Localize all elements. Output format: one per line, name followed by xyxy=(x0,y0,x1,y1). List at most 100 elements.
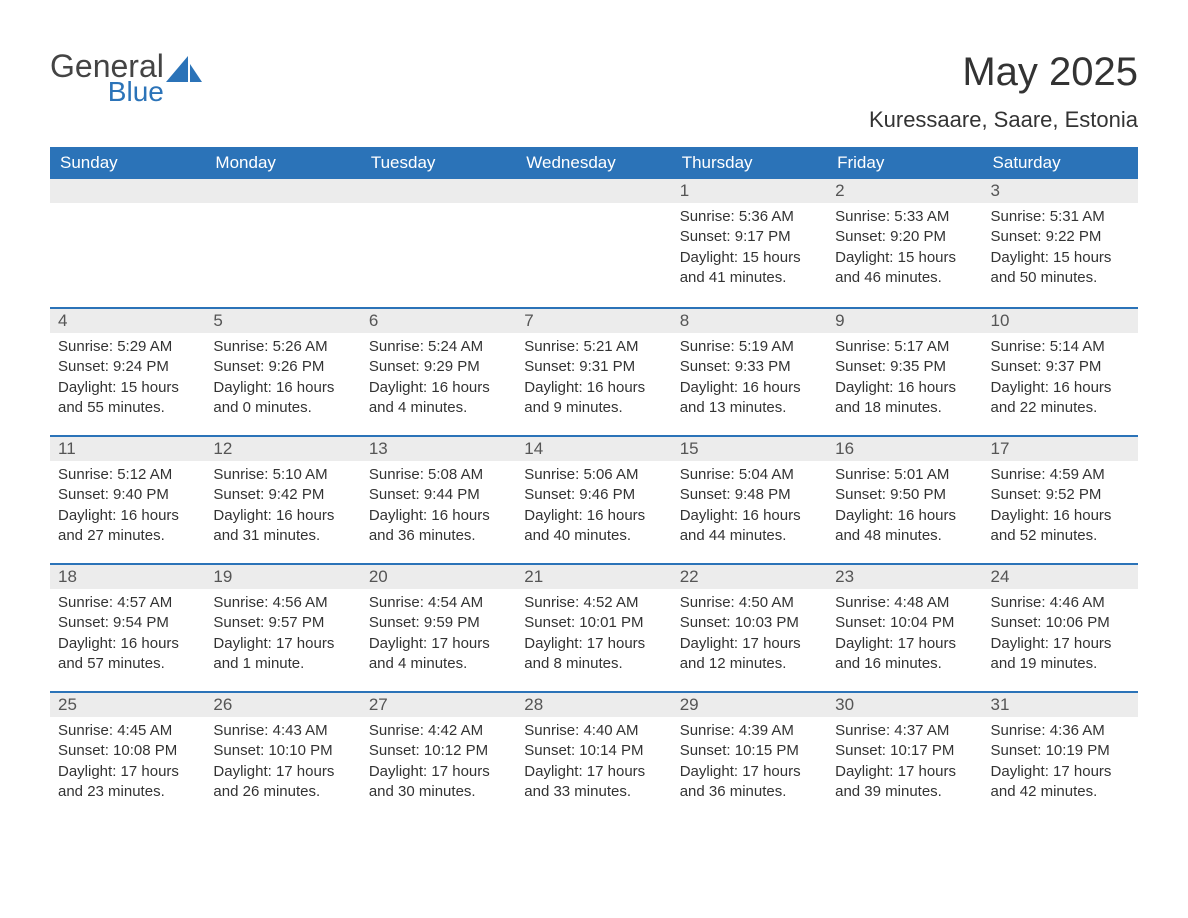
day-number: 12 xyxy=(205,435,360,461)
sunset-text: Sunset: 9:40 PM xyxy=(58,485,197,505)
daylight-text: Daylight: 17 hours and 23 minutes. xyxy=(58,762,197,803)
calendar-day-cell: 7Sunrise: 5:21 AMSunset: 9:31 PMDaylight… xyxy=(516,307,671,435)
calendar-day-cell: 24Sunrise: 4:46 AMSunset: 10:06 PMDaylig… xyxy=(983,563,1138,691)
day-number: 3 xyxy=(983,179,1138,203)
sunrise-text: Sunrise: 5:33 AM xyxy=(835,207,974,227)
day-number: 11 xyxy=(50,435,205,461)
weekday-header: Friday xyxy=(827,147,982,179)
sunrise-text: Sunrise: 4:36 AM xyxy=(991,721,1130,741)
day-number: 13 xyxy=(361,435,516,461)
calendar-day-cell: 20Sunrise: 4:54 AMSunset: 9:59 PMDayligh… xyxy=(361,563,516,691)
sunset-text: Sunset: 9:33 PM xyxy=(680,357,819,377)
day-details: Sunrise: 4:43 AMSunset: 10:10 PMDaylight… xyxy=(205,717,360,810)
calendar-day-cell: 23Sunrise: 4:48 AMSunset: 10:04 PMDaylig… xyxy=(827,563,982,691)
sunrise-text: Sunrise: 4:54 AM xyxy=(369,593,508,613)
sunrise-text: Sunrise: 5:26 AM xyxy=(213,337,352,357)
month-title: May 2025 xyxy=(869,50,1138,95)
daylight-text: Daylight: 16 hours and 18 minutes. xyxy=(835,378,974,419)
daylight-text: Daylight: 15 hours and 55 minutes. xyxy=(58,378,197,419)
sunset-text: Sunset: 10:19 PM xyxy=(991,741,1130,761)
day-number: 14 xyxy=(516,435,671,461)
day-details: Sunrise: 5:04 AMSunset: 9:48 PMDaylight:… xyxy=(672,461,827,554)
calendar-empty-cell xyxy=(50,179,205,307)
sunrise-text: Sunrise: 4:39 AM xyxy=(680,721,819,741)
daylight-text: Daylight: 17 hours and 12 minutes. xyxy=(680,634,819,675)
daylight-text: Daylight: 17 hours and 1 minute. xyxy=(213,634,352,675)
day-number: 25 xyxy=(50,691,205,717)
sunrise-text: Sunrise: 5:21 AM xyxy=(524,337,663,357)
sunrise-text: Sunrise: 5:04 AM xyxy=(680,465,819,485)
calendar-day-cell: 15Sunrise: 5:04 AMSunset: 9:48 PMDayligh… xyxy=(672,435,827,563)
calendar-day-cell: 14Sunrise: 5:06 AMSunset: 9:46 PMDayligh… xyxy=(516,435,671,563)
day-details: Sunrise: 5:19 AMSunset: 9:33 PMDaylight:… xyxy=(672,333,827,426)
day-number: 9 xyxy=(827,307,982,333)
daylight-text: Daylight: 15 hours and 46 minutes. xyxy=(835,248,974,289)
sunrise-text: Sunrise: 5:08 AM xyxy=(369,465,508,485)
sunrise-text: Sunrise: 4:59 AM xyxy=(991,465,1130,485)
day-details: Sunrise: 5:12 AMSunset: 9:40 PMDaylight:… xyxy=(50,461,205,554)
calendar-day-cell: 12Sunrise: 5:10 AMSunset: 9:42 PMDayligh… xyxy=(205,435,360,563)
calendar-week-row: 1Sunrise: 5:36 AMSunset: 9:17 PMDaylight… xyxy=(50,179,1138,307)
sunrise-text: Sunrise: 5:24 AM xyxy=(369,337,508,357)
calendar-day-cell: 28Sunrise: 4:40 AMSunset: 10:14 PMDaylig… xyxy=(516,691,671,819)
calendar-day-cell: 4Sunrise: 5:29 AMSunset: 9:24 PMDaylight… xyxy=(50,307,205,435)
day-number: 29 xyxy=(672,691,827,717)
sunrise-text: Sunrise: 4:37 AM xyxy=(835,721,974,741)
sunrise-text: Sunrise: 4:42 AM xyxy=(369,721,508,741)
sunset-text: Sunset: 9:31 PM xyxy=(524,357,663,377)
day-number: 6 xyxy=(361,307,516,333)
day-number: 18 xyxy=(50,563,205,589)
day-details: Sunrise: 5:26 AMSunset: 9:26 PMDaylight:… xyxy=(205,333,360,426)
calendar-day-cell: 9Sunrise: 5:17 AMSunset: 9:35 PMDaylight… xyxy=(827,307,982,435)
calendar-day-cell: 11Sunrise: 5:12 AMSunset: 9:40 PMDayligh… xyxy=(50,435,205,563)
day-number: 19 xyxy=(205,563,360,589)
calendar-day-cell: 19Sunrise: 4:56 AMSunset: 9:57 PMDayligh… xyxy=(205,563,360,691)
daylight-text: Daylight: 16 hours and 13 minutes. xyxy=(680,378,819,419)
day-number: 4 xyxy=(50,307,205,333)
sunset-text: Sunset: 10:12 PM xyxy=(369,741,508,761)
sunrise-text: Sunrise: 5:36 AM xyxy=(680,207,819,227)
day-details: Sunrise: 4:50 AMSunset: 10:03 PMDaylight… xyxy=(672,589,827,682)
day-details: Sunrise: 5:06 AMSunset: 9:46 PMDaylight:… xyxy=(516,461,671,554)
day-number: 31 xyxy=(983,691,1138,717)
weekday-header: Monday xyxy=(205,147,360,179)
sunset-text: Sunset: 9:24 PM xyxy=(58,357,197,377)
sunrise-text: Sunrise: 5:31 AM xyxy=(991,207,1130,227)
day-details: Sunrise: 4:40 AMSunset: 10:14 PMDaylight… xyxy=(516,717,671,810)
daylight-text: Daylight: 16 hours and 4 minutes. xyxy=(369,378,508,419)
sunset-text: Sunset: 9:37 PM xyxy=(991,357,1130,377)
sunset-text: Sunset: 10:08 PM xyxy=(58,741,197,761)
day-number: 16 xyxy=(827,435,982,461)
daylight-text: Daylight: 17 hours and 33 minutes. xyxy=(524,762,663,803)
day-number: 27 xyxy=(361,691,516,717)
day-details: Sunrise: 5:31 AMSunset: 9:22 PMDaylight:… xyxy=(983,203,1138,296)
day-details: Sunrise: 4:46 AMSunset: 10:06 PMDaylight… xyxy=(983,589,1138,682)
daylight-text: Daylight: 16 hours and 44 minutes. xyxy=(680,506,819,547)
weekday-header: Thursday xyxy=(672,147,827,179)
calendar-day-cell: 5Sunrise: 5:26 AMSunset: 9:26 PMDaylight… xyxy=(205,307,360,435)
day-details: Sunrise: 4:48 AMSunset: 10:04 PMDaylight… xyxy=(827,589,982,682)
day-number: 23 xyxy=(827,563,982,589)
sunset-text: Sunset: 9:52 PM xyxy=(991,485,1130,505)
empty-day-head xyxy=(361,179,516,203)
daylight-text: Daylight: 17 hours and 8 minutes. xyxy=(524,634,663,675)
day-number: 8 xyxy=(672,307,827,333)
calendar-day-cell: 1Sunrise: 5:36 AMSunset: 9:17 PMDaylight… xyxy=(672,179,827,307)
sunset-text: Sunset: 9:26 PM xyxy=(213,357,352,377)
calendar-day-cell: 3Sunrise: 5:31 AMSunset: 9:22 PMDaylight… xyxy=(983,179,1138,307)
calendar-day-cell: 30Sunrise: 4:37 AMSunset: 10:17 PMDaylig… xyxy=(827,691,982,819)
day-number: 15 xyxy=(672,435,827,461)
location-label: Kuressaare, Saare, Estonia xyxy=(869,107,1138,133)
daylight-text: Daylight: 16 hours and 40 minutes. xyxy=(524,506,663,547)
daylight-text: Daylight: 17 hours and 42 minutes. xyxy=(991,762,1130,803)
day-number: 30 xyxy=(827,691,982,717)
weekday-header: Sunday xyxy=(50,147,205,179)
sunrise-text: Sunrise: 4:50 AM xyxy=(680,593,819,613)
calendar-week-row: 4Sunrise: 5:29 AMSunset: 9:24 PMDaylight… xyxy=(50,307,1138,435)
day-details: Sunrise: 4:37 AMSunset: 10:17 PMDaylight… xyxy=(827,717,982,810)
weekday-header: Wednesday xyxy=(516,147,671,179)
calendar-day-cell: 31 Sunrise: 4:36 AMSunset: 10:19 PMDaylig… xyxy=(983,691,1138,819)
calendar-week-row: 11Sunrise: 5:12 AMSunset: 9:40 PMDayligh… xyxy=(50,435,1138,563)
calendar-day-cell: 26Sunrise: 4:43 AMSunset: 10:10 PMDaylig… xyxy=(205,691,360,819)
day-details: Sunrise: 5:14 AMSunset: 9:37 PMDaylight:… xyxy=(983,333,1138,426)
